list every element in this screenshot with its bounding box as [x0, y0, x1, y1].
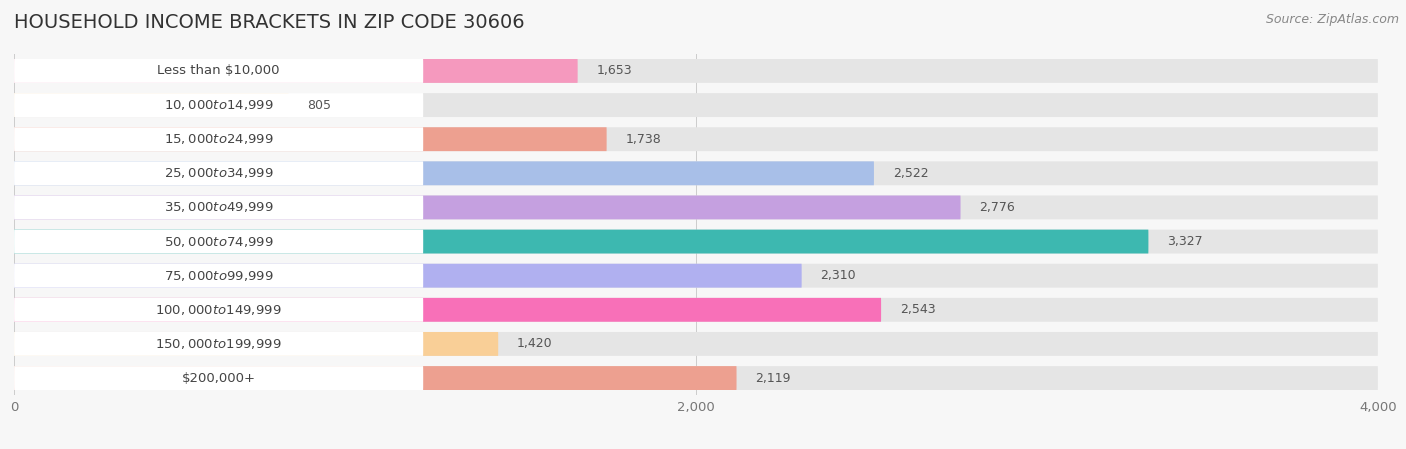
Text: $100,000 to $149,999: $100,000 to $149,999 [156, 303, 281, 317]
FancyBboxPatch shape [14, 195, 960, 220]
FancyBboxPatch shape [14, 59, 1378, 83]
FancyBboxPatch shape [14, 195, 1378, 220]
Text: 1,420: 1,420 [517, 338, 553, 350]
Text: 805: 805 [308, 99, 332, 111]
Text: 3,327: 3,327 [1167, 235, 1202, 248]
FancyBboxPatch shape [14, 161, 423, 185]
Text: $35,000 to $49,999: $35,000 to $49,999 [163, 200, 274, 215]
FancyBboxPatch shape [14, 93, 423, 117]
FancyBboxPatch shape [14, 59, 578, 83]
FancyBboxPatch shape [14, 127, 1378, 151]
FancyBboxPatch shape [14, 366, 1378, 390]
Text: Less than $10,000: Less than $10,000 [157, 65, 280, 77]
Text: $200,000+: $200,000+ [181, 372, 256, 384]
FancyBboxPatch shape [14, 195, 423, 220]
FancyBboxPatch shape [14, 127, 423, 151]
FancyBboxPatch shape [14, 127, 606, 151]
Text: $25,000 to $34,999: $25,000 to $34,999 [163, 166, 274, 180]
FancyBboxPatch shape [14, 332, 498, 356]
FancyBboxPatch shape [14, 298, 1378, 322]
FancyBboxPatch shape [14, 332, 423, 356]
Text: $50,000 to $74,999: $50,000 to $74,999 [163, 234, 274, 249]
Text: $15,000 to $24,999: $15,000 to $24,999 [163, 132, 274, 146]
FancyBboxPatch shape [14, 93, 288, 117]
FancyBboxPatch shape [14, 366, 737, 390]
Text: 2,119: 2,119 [755, 372, 790, 384]
FancyBboxPatch shape [14, 264, 1378, 288]
FancyBboxPatch shape [14, 93, 1378, 117]
Text: $10,000 to $14,999: $10,000 to $14,999 [163, 98, 274, 112]
FancyBboxPatch shape [14, 161, 1378, 185]
FancyBboxPatch shape [14, 229, 1149, 254]
Text: $75,000 to $99,999: $75,000 to $99,999 [163, 269, 274, 283]
FancyBboxPatch shape [14, 298, 423, 322]
FancyBboxPatch shape [14, 59, 423, 83]
Text: HOUSEHOLD INCOME BRACKETS IN ZIP CODE 30606: HOUSEHOLD INCOME BRACKETS IN ZIP CODE 30… [14, 13, 524, 32]
Text: 2,310: 2,310 [821, 269, 856, 282]
FancyBboxPatch shape [14, 229, 423, 254]
Text: $150,000 to $199,999: $150,000 to $199,999 [156, 337, 281, 351]
FancyBboxPatch shape [14, 332, 1378, 356]
FancyBboxPatch shape [14, 298, 882, 322]
Text: Source: ZipAtlas.com: Source: ZipAtlas.com [1265, 13, 1399, 26]
Text: 2,522: 2,522 [893, 167, 928, 180]
Text: 2,776: 2,776 [980, 201, 1015, 214]
FancyBboxPatch shape [14, 229, 1378, 254]
Text: 1,738: 1,738 [626, 133, 661, 145]
FancyBboxPatch shape [14, 366, 423, 390]
FancyBboxPatch shape [14, 264, 801, 288]
Text: 2,543: 2,543 [900, 304, 935, 316]
FancyBboxPatch shape [14, 264, 423, 288]
FancyBboxPatch shape [14, 161, 875, 185]
Text: 1,653: 1,653 [596, 65, 633, 77]
